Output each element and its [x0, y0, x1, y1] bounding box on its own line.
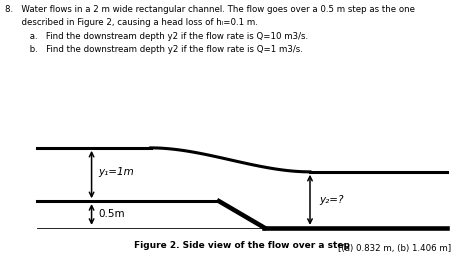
Text: 0.5m: 0.5m	[99, 209, 125, 219]
Text: Figure 2. Side view of the flow over a step: Figure 2. Side view of the flow over a s…	[134, 241, 350, 250]
Text: 8.   Water flows in a 2 m wide rectangular channel. The flow goes over a 0.5 m s: 8. Water flows in a 2 m wide rectangular…	[5, 5, 415, 54]
Text: y₁=1m: y₁=1m	[99, 167, 134, 177]
Text: y₂=?: y₂=?	[319, 195, 344, 205]
Text: [(a) 0.832 m, (b) 1.406 m]: [(a) 0.832 m, (b) 1.406 m]	[338, 244, 451, 253]
